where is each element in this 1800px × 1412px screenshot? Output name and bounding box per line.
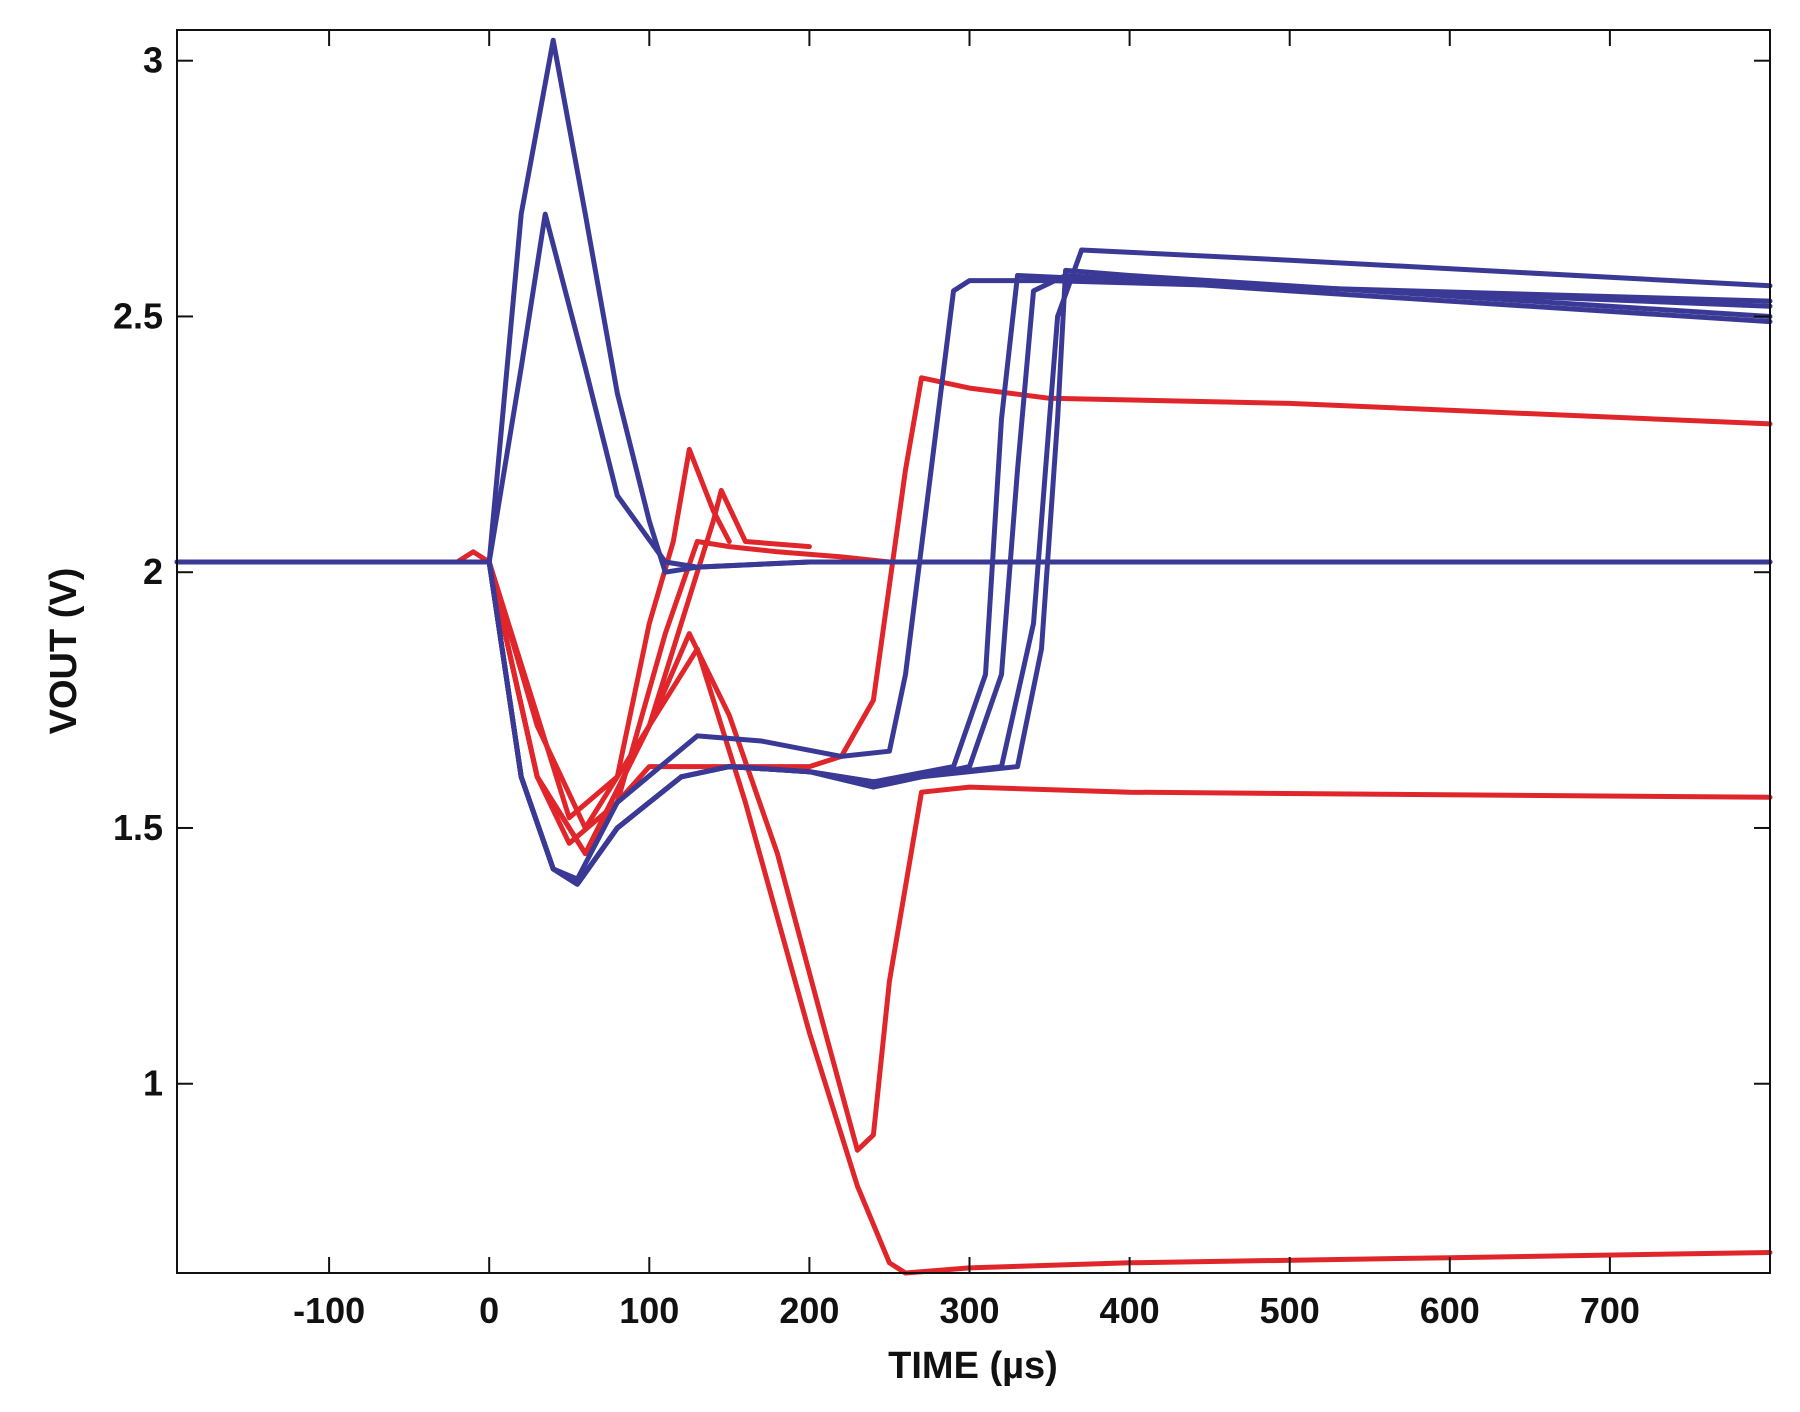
x-tick-label: 600 xyxy=(1420,1290,1480,1331)
x-tick-label: 300 xyxy=(939,1290,999,1331)
y-tick-label: 3 xyxy=(143,40,163,81)
series-line-7 xyxy=(174,37,1773,575)
x-tick-label: 400 xyxy=(1100,1290,1160,1331)
x-tick-label: 700 xyxy=(1580,1290,1640,1331)
y-tick-label: 1.5 xyxy=(113,807,163,848)
x-tick-label: 200 xyxy=(779,1290,839,1331)
series-line-8 xyxy=(486,211,812,570)
y-tick-label: 2 xyxy=(143,551,163,592)
plot-frame xyxy=(176,29,1771,1274)
x-tick-label: 0 xyxy=(479,1290,499,1331)
series-line-3 xyxy=(486,487,812,831)
plot-background xyxy=(177,30,1770,1273)
x-tick-label: 100 xyxy=(619,1290,679,1331)
y-tick-label: 2.5 xyxy=(113,295,163,336)
series-line-13 xyxy=(486,267,1773,887)
x-tick-label: 500 xyxy=(1260,1290,1320,1331)
y-tick-label: 1 xyxy=(143,1063,163,1104)
series-layer xyxy=(174,37,1773,1276)
tick-layer: -100 0 100 200 300 400 500 600 700 1 1.5 2 2.5 3 xyxy=(113,30,1770,1331)
x-axis-label: TIME (µs) xyxy=(888,1345,1058,1387)
x-tick-label: -100 xyxy=(293,1290,365,1331)
series-line-6 xyxy=(486,559,1773,1276)
y-axis-label: VOUT (V) xyxy=(43,568,85,735)
